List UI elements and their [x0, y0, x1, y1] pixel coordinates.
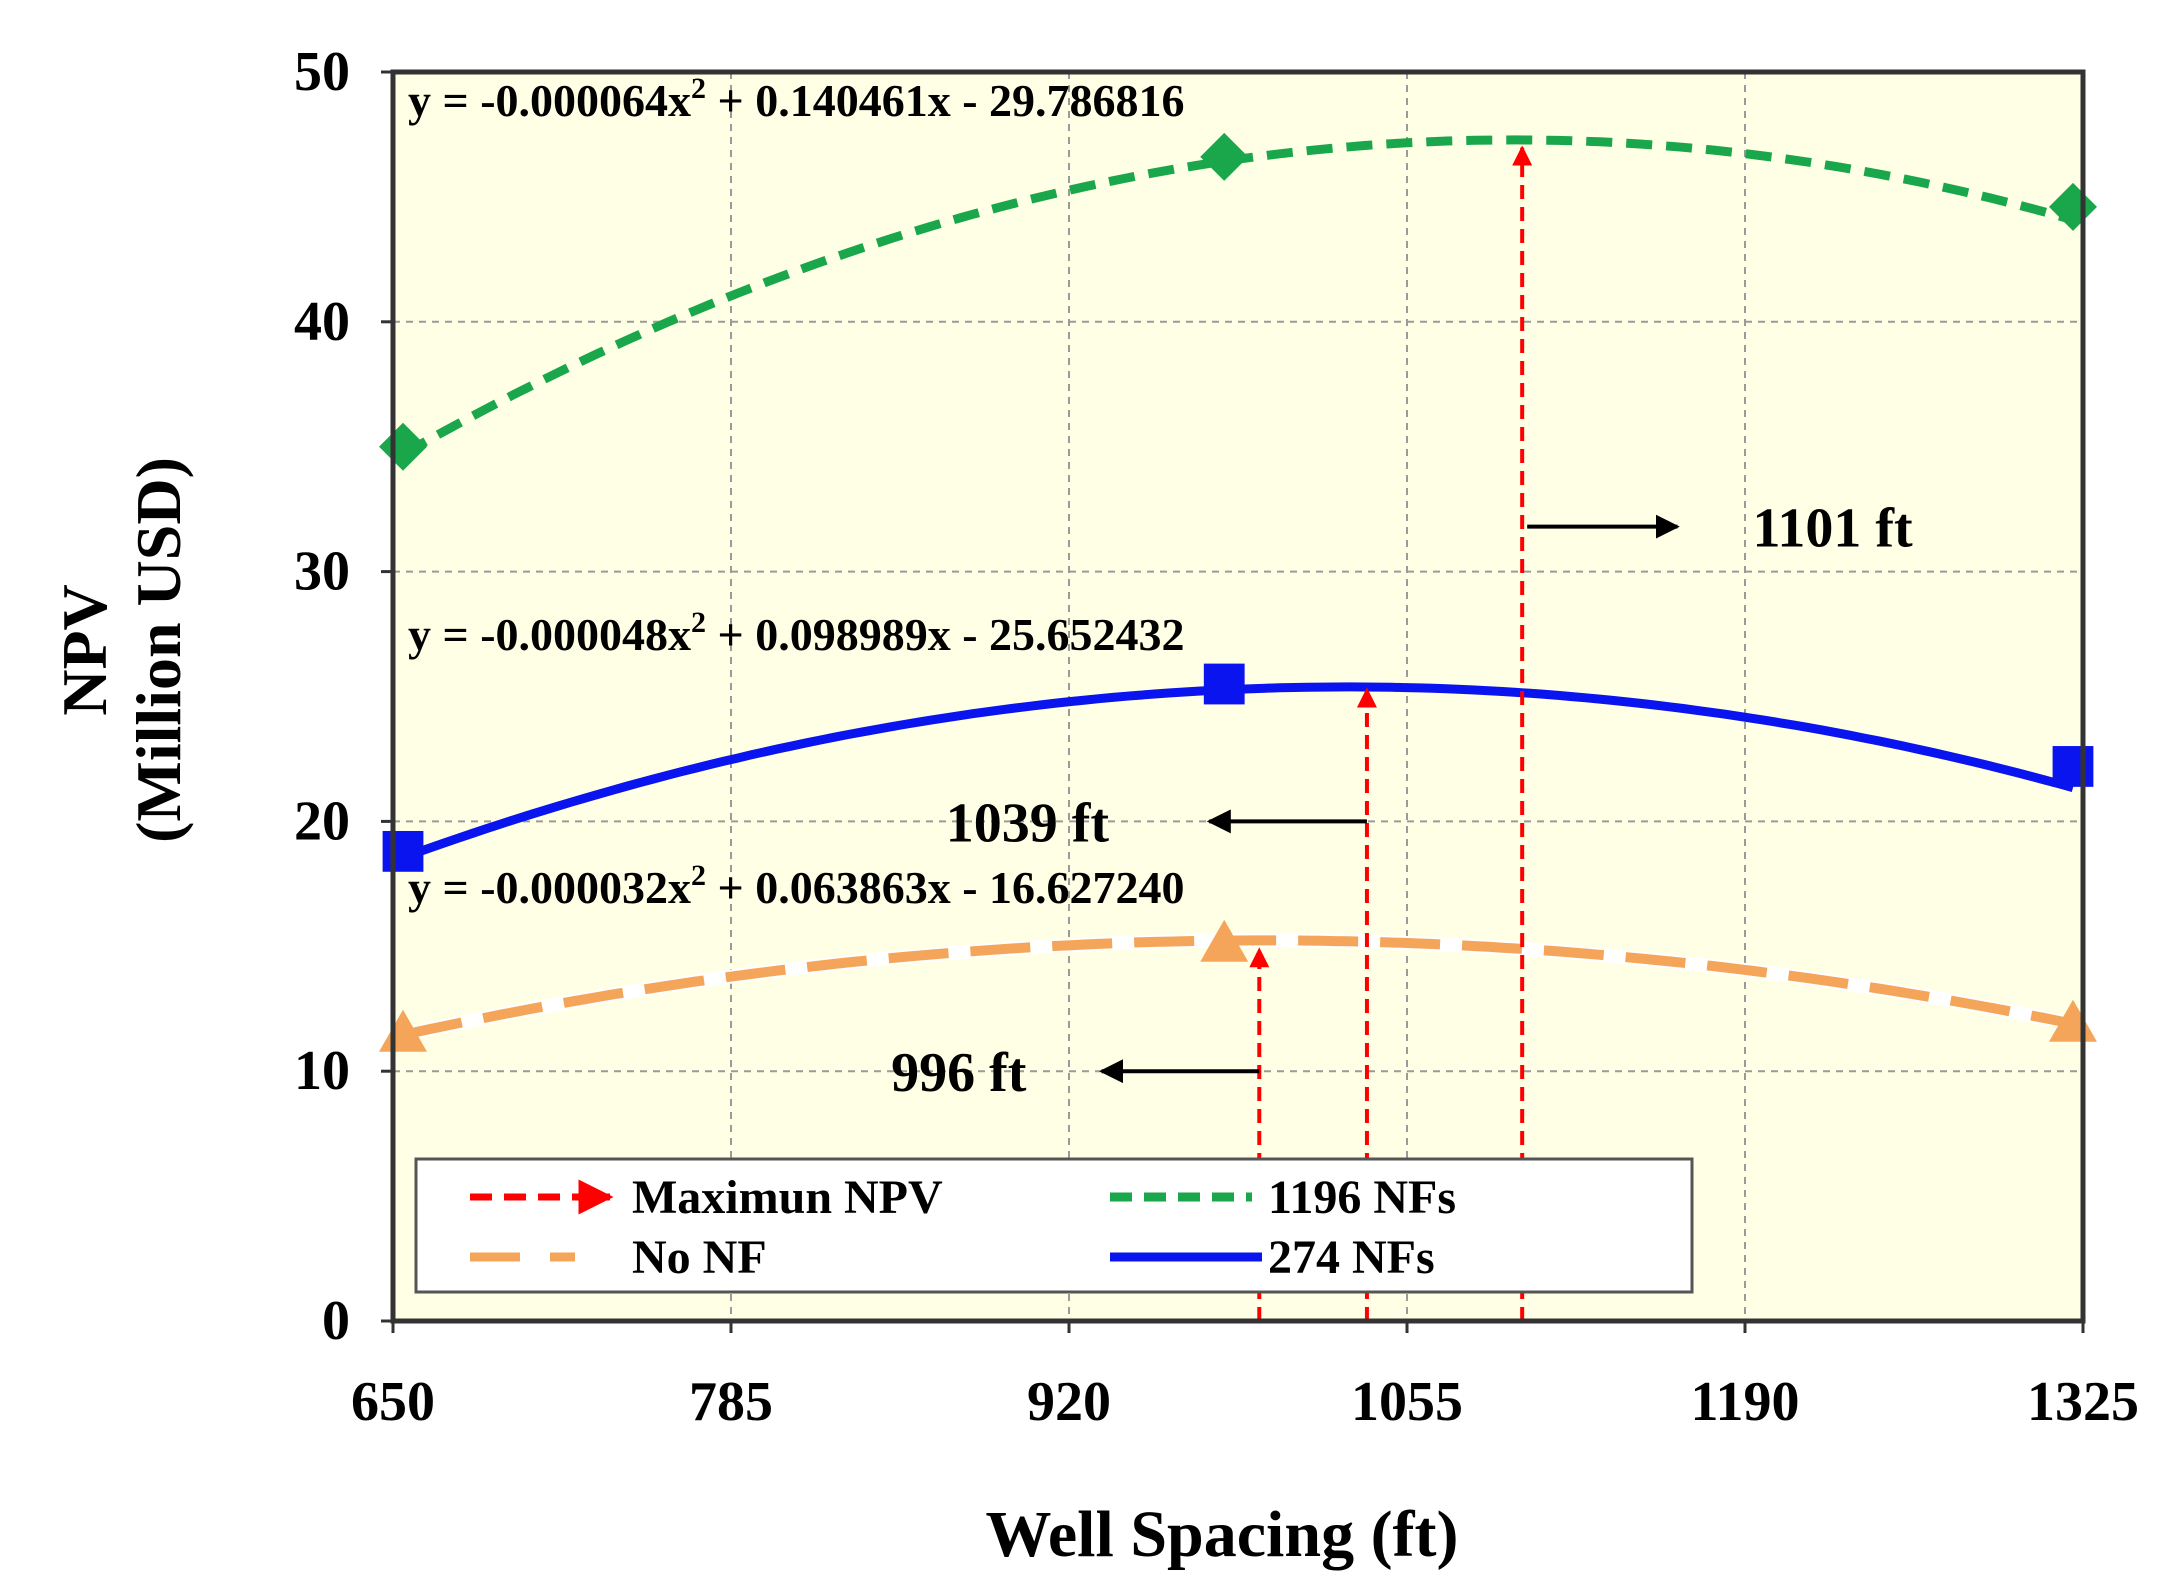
- plot-frame: [390, 69, 2086, 1324]
- y-tick-label: 10: [294, 1040, 350, 1102]
- trend-equation: y = -0.000032x2 + 0.063863x - 16.627240: [408, 859, 1185, 913]
- data-point-no-nf: [1200, 919, 1249, 962]
- data-point-274-nfs: [382, 830, 424, 872]
- y-axis-title: NPV (Million USD): [49, 457, 194, 843]
- x-axis-title: Well Spacing (ft): [986, 1498, 1459, 1571]
- x-tick-label: 1055: [1351, 1371, 1463, 1433]
- x-tick-label: 650: [351, 1371, 435, 1433]
- trend-equation: y = -0.000048x2 + 0.098989x - 25.652432: [408, 606, 1185, 660]
- y-tick-label: 0: [322, 1290, 350, 1352]
- data-point-274-nfs: [2052, 746, 2094, 787]
- equations: y = -0.000064x2 + 0.140461x - 29.786816 y…: [408, 72, 1185, 913]
- max-spacing-label: 1039 ft: [946, 792, 1110, 854]
- legend-label: 1196 NFs: [1268, 1171, 1456, 1224]
- legend: Maximun NPV 1196 NFs No NF 274 NFs: [414, 1157, 1694, 1294]
- y-tick-label: 50: [294, 41, 350, 103]
- y-axis-title-line2: (Million USD): [123, 457, 194, 843]
- max-spacing-label: 996 ft: [891, 1042, 1027, 1104]
- legend-box: [414, 1157, 1694, 1294]
- y-tick-label: 20: [294, 790, 350, 852]
- axis-ticks: 650 785 920 1055 1190 1325 0 10 20 30 40 50: [294, 41, 2139, 1433]
- max-spacing-label: 1101 ft: [1753, 498, 1914, 560]
- series-line-no-nf: [401, 935, 2075, 1040]
- legend-label: Maximun NPV: [632, 1171, 943, 1224]
- maxima-layer: 996 ft 1039 ft 1101 ft: [891, 145, 1914, 1321]
- y-axis-title-line1: NPV: [49, 584, 120, 716]
- y-tick-label: 40: [294, 291, 350, 353]
- x-tick-label: 785: [689, 1371, 773, 1433]
- markers-layer: [379, 132, 2097, 1052]
- trend-equation: y = -0.000064x2 + 0.140461x - 29.786816: [408, 72, 1185, 126]
- data-point-274-nfs: [1203, 663, 1245, 705]
- legend-label: No NF: [632, 1231, 767, 1284]
- x-tick-label: 1325: [2027, 1371, 2139, 1433]
- x-tick-label: 1190: [1691, 1371, 1800, 1433]
- y-tick-label: 30: [294, 541, 350, 603]
- x-tick-label: 920: [1027, 1371, 1111, 1433]
- data-point-1196-nfs: [1200, 132, 1249, 181]
- grid: [393, 72, 2083, 1321]
- legend-label: 274 NFs: [1268, 1231, 1435, 1284]
